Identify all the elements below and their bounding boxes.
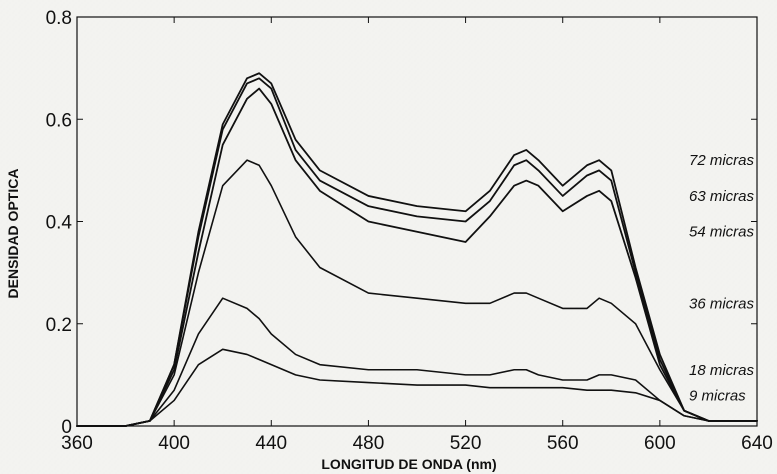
y-tick-label: 0.2 [46, 315, 72, 336]
series-line-63-micras [76, 77, 758, 427]
y-axis-ticks [77, 16, 757, 427]
x-axis-ticks [76, 17, 758, 426]
x-tick-label: 640 [741, 433, 773, 454]
x-tick-label: 400 [158, 433, 190, 454]
series-label-54-micras: 54 micras [689, 224, 755, 241]
x-tick-label: 480 [353, 433, 385, 454]
series-line-54-micras [76, 87, 758, 427]
y-axis-label: DENSIDAD OPTICA [5, 169, 21, 299]
x-tick-label: 600 [644, 433, 676, 454]
x-axis-tick-labels: 360 400 440 480 520 560 600 640 [61, 433, 773, 454]
series-label-18-micras: 18 micras [689, 362, 755, 379]
series-labels: 72 micras 63 micras 54 micras 36 micras 18 m… [689, 152, 755, 404]
x-tick-label: 360 [61, 433, 93, 454]
x-axis-label: LONGITUD DE ONDA (nm) [321, 456, 496, 472]
y-tick-label: 0.8 [46, 8, 72, 29]
x-tick-label: 440 [255, 433, 287, 454]
series-label-72-micras: 72 micras [689, 152, 755, 169]
x-tick-label: 560 [547, 433, 579, 454]
series-line-18-micras [76, 297, 758, 427]
x-tick-label: 520 [450, 433, 482, 454]
y-tick-label: 0.6 [46, 110, 72, 131]
series-label-63-micras: 63 micras [689, 188, 755, 205]
y-axis-tick-labels: 0 0.2 0.4 0.6 0.8 [46, 8, 73, 438]
series-line-72-micras [76, 72, 758, 427]
y-tick-label: 0.4 [46, 213, 73, 234]
series-label-9-micras: 9 micras [689, 387, 746, 404]
series-line-9-micras [76, 348, 758, 427]
series-line-36-micras [76, 159, 758, 427]
series-label-36-micras: 36 micras [689, 295, 755, 312]
series-group [76, 72, 758, 427]
y-tick-label: 0 [61, 417, 72, 438]
